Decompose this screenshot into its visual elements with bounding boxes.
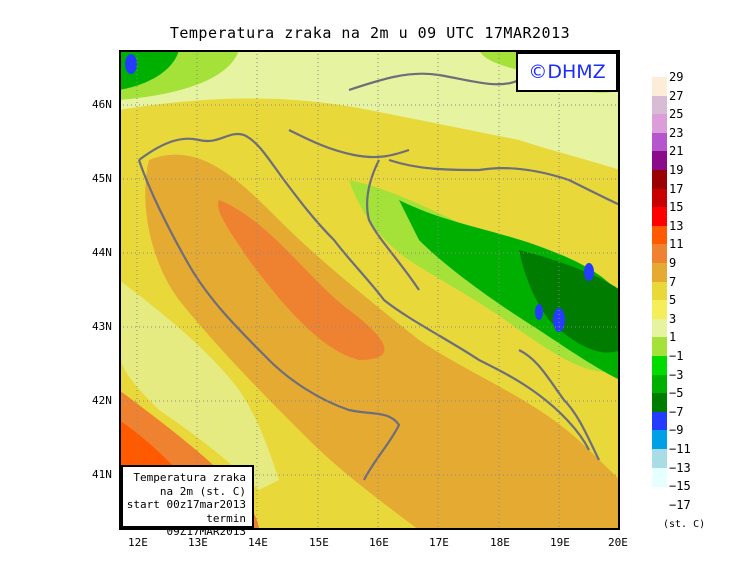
temp-cold-spot bbox=[535, 304, 543, 320]
info-line: start 00z17mar2013 bbox=[126, 498, 246, 511]
info-box: Temperatura zraka na 2m (st. C) start 00… bbox=[121, 465, 254, 538]
x-tick: 18E bbox=[490, 536, 510, 549]
legend-label: −9 bbox=[669, 423, 684, 438]
legend-swatch bbox=[652, 393, 667, 413]
legend-swatch bbox=[652, 77, 667, 97]
legend-label: 17 bbox=[669, 181, 684, 196]
map-title: Temperatura zraka na 2m u 09 UTC 17MAR20… bbox=[169, 24, 571, 42]
y-tick: 45N bbox=[92, 172, 112, 185]
legend-label: 29 bbox=[669, 70, 684, 84]
x-tick: 15E bbox=[309, 536, 329, 549]
legend-label: 7 bbox=[669, 274, 677, 289]
legend-label: 23 bbox=[669, 125, 684, 140]
legend-swatch bbox=[652, 244, 667, 264]
legend-label: −7 bbox=[669, 404, 684, 419]
legend-swatch bbox=[652, 300, 667, 320]
x-tick: 20E bbox=[608, 536, 628, 549]
temp-cold-spot bbox=[553, 308, 565, 332]
legend-label: −5 bbox=[669, 386, 684, 401]
x-tick: 17E bbox=[429, 536, 449, 549]
legend-swatch bbox=[652, 318, 667, 338]
temp-field-adriatic-warm bbox=[218, 200, 385, 360]
info-line: termin 09Z17MAR2013 bbox=[166, 511, 246, 539]
dhmz-logo: ©DHMZ bbox=[516, 52, 618, 92]
legend-swatch bbox=[652, 337, 667, 357]
legend-units: (st. C) bbox=[663, 519, 706, 530]
temp-field-dinaric-green bbox=[399, 200, 620, 380]
x-tick: 13E bbox=[188, 536, 208, 549]
legend-label: −3 bbox=[669, 367, 684, 382]
x-tick: 19E bbox=[550, 536, 570, 549]
legend-swatch bbox=[652, 430, 667, 450]
info-line: na 2m (st. C) bbox=[159, 484, 246, 498]
legend-swatch bbox=[652, 467, 667, 487]
temp-cold-spot bbox=[125, 54, 137, 74]
legend-label: −17 bbox=[669, 497, 691, 512]
y-tick: 46N bbox=[92, 98, 112, 111]
temp-field-north bbox=[119, 50, 620, 170]
legend-label: −1 bbox=[669, 349, 684, 363]
temp-field-dinaric-dark bbox=[519, 250, 620, 353]
legend-label: 15 bbox=[669, 200, 684, 215]
legend-swatch bbox=[652, 356, 667, 376]
legend-swatch bbox=[652, 151, 667, 171]
graticule bbox=[119, 50, 620, 530]
legend-swatch bbox=[652, 411, 667, 431]
legend-label: 21 bbox=[669, 144, 684, 159]
legend-label: 25 bbox=[669, 107, 684, 122]
x-tick: 16E bbox=[369, 536, 389, 549]
legend-swatch bbox=[652, 132, 667, 152]
legend-swatch bbox=[652, 95, 667, 115]
legend-swatch bbox=[652, 449, 667, 469]
temperature-map bbox=[119, 50, 620, 530]
y-tick: 44N bbox=[92, 246, 112, 259]
legend-label: 19 bbox=[669, 163, 684, 177]
x-tick: 14E bbox=[248, 536, 268, 549]
y-tick: 41N bbox=[92, 468, 112, 481]
legend-label: −13 bbox=[669, 460, 691, 475]
legend-label: 5 bbox=[669, 293, 677, 308]
legend-swatch bbox=[652, 225, 667, 245]
legend-swatch bbox=[652, 170, 667, 190]
x-tick: 12E bbox=[128, 536, 148, 549]
legend-label: −15 bbox=[669, 479, 691, 494]
map-frame bbox=[119, 50, 620, 530]
legend-label: −11 bbox=[669, 442, 691, 456]
legend-label: 3 bbox=[669, 311, 677, 326]
legend-label: 13 bbox=[669, 218, 684, 233]
info-line: Temperatura zraka bbox=[133, 471, 246, 484]
legend-swatch bbox=[652, 207, 667, 227]
temp-field-italy bbox=[119, 280, 279, 490]
legend-swatch bbox=[652, 263, 667, 283]
temp-cold-spot bbox=[584, 263, 594, 281]
legend-label: 11 bbox=[669, 237, 684, 252]
legend-swatch bbox=[652, 188, 667, 208]
legend-label: 27 bbox=[669, 88, 684, 103]
y-tick: 42N bbox=[92, 394, 112, 407]
legend-label: 1 bbox=[669, 330, 677, 345]
y-tick: 43N bbox=[92, 320, 112, 333]
legend-swatch bbox=[652, 114, 667, 134]
legend-label: 9 bbox=[669, 256, 677, 270]
legend-swatch bbox=[652, 374, 667, 394]
legend-swatch bbox=[652, 281, 667, 301]
